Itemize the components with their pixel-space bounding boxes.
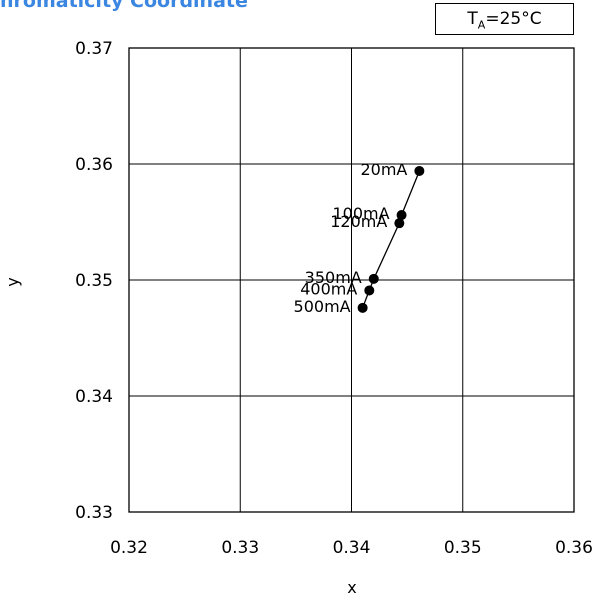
data-point (357, 302, 368, 313)
x-tick-label: 0.33 (221, 538, 259, 558)
data-point (396, 210, 407, 221)
x-tick-label: 0.36 (555, 538, 593, 558)
point-label: 500mA (294, 297, 351, 316)
annotation-symbol: T (467, 9, 478, 29)
data-point (364, 285, 375, 296)
data-point (414, 165, 425, 176)
point-label: 100mA (332, 204, 389, 223)
point-label: 120mA (330, 212, 387, 231)
y-axis-label: y (3, 277, 22, 286)
annotation-value: =25°C (485, 9, 542, 29)
x-tick-label: 0.35 (444, 538, 482, 558)
y-tick-label: 0.34 (75, 387, 113, 407)
data-point (368, 273, 379, 284)
x-tick-label: 0.34 (333, 538, 371, 558)
x-tick-labels: 0.32 0.33 0.34 0.35 0.36 (110, 538, 593, 558)
data-points (357, 165, 425, 313)
point-label: 20mA (360, 160, 407, 179)
data-point (394, 218, 405, 229)
y-tick-labels: 0.33 0.34 0.35 0.36 0.37 (75, 39, 113, 523)
x-axis-label: x (347, 578, 356, 597)
grid-lines (129, 48, 574, 512)
y-tick-label: 0.37 (75, 39, 113, 59)
point-label: 350mA (305, 268, 362, 287)
annotation-subscript: A (477, 18, 486, 32)
y-tick-label: 0.35 (75, 271, 113, 291)
plot-frame (128, 47, 575, 513)
y-tick-label: 0.36 (75, 155, 113, 175)
point-label: 400mA (300, 279, 357, 298)
temperature-annotation: TA=25°C (435, 3, 574, 35)
y-tick-label: 0.33 (75, 503, 113, 523)
x-tick-label: 0.32 (110, 538, 148, 558)
chart-title: hromaticity Coordinate (0, 0, 248, 12)
